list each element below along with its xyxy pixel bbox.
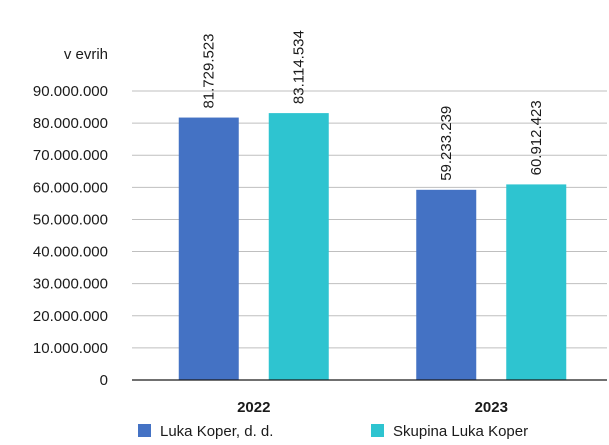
bar-2022-series-2 — [268, 113, 329, 381]
legend-label: Skupina Luka Koper — [393, 423, 528, 440]
y-tick-label: 10.000.000 — [33, 340, 108, 357]
y-tick-label: 60.000.000 — [33, 179, 108, 196]
x-category-label: 2022 — [237, 399, 270, 416]
legend-swatch — [138, 424, 151, 437]
legend-label: Luka Koper, d. d. — [160, 423, 273, 440]
bar-2022-series-1 — [178, 117, 239, 380]
y-tick-label: 90.000.000 — [33, 83, 108, 100]
data-label: 83.114.534 — [291, 30, 308, 104]
y-tick-label: 80.000.000 — [33, 115, 108, 132]
y-tick-label: 40.000.000 — [33, 244, 108, 261]
y-tick-label: 0 — [100, 372, 108, 389]
data-label: 81.729.523 — [201, 33, 218, 108]
bars — [178, 113, 567, 381]
data-label: 60.912.423 — [528, 100, 545, 175]
y-axis-unit-label: v evrih — [64, 46, 108, 63]
bar-2023-series-2 — [506, 184, 567, 380]
data-label: 59.233.239 — [438, 106, 455, 181]
legend-swatch — [371, 424, 384, 437]
legend: Luka Koper, d. d. Skupina Luka Koper — [138, 423, 528, 440]
y-tick-label: 50.000.000 — [33, 211, 108, 228]
y-tick-label: 30.000.000 — [33, 276, 108, 293]
y-tick-label: 70.000.000 — [33, 147, 108, 164]
x-category-label: 2023 — [475, 399, 508, 416]
labels: v evrih 0 10.000.000 20.000.000 30.000.000 40… — [33, 30, 545, 416]
y-tick-label: 20.000.000 — [33, 308, 108, 325]
bar-2023-series-1 — [416, 189, 477, 380]
